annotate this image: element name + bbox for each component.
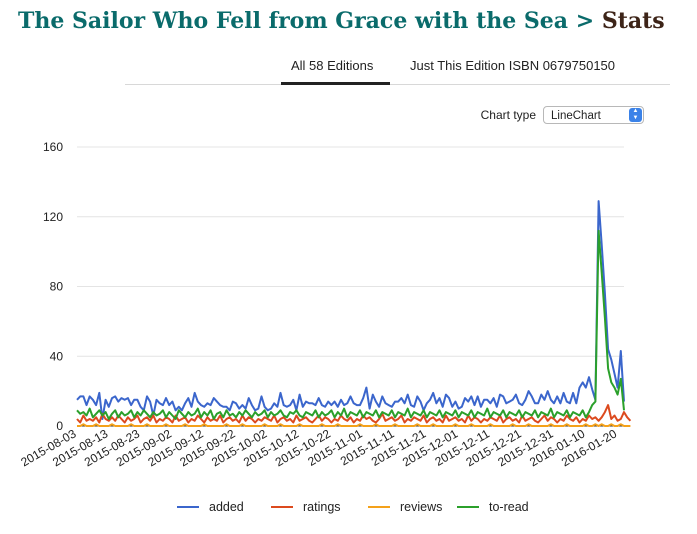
legend-label: to-read [489,500,529,514]
legend-label: added [209,500,244,514]
chart-type-select[interactable]: LineChart ▲ ▼ [543,106,644,124]
page-title: The Sailor Who Fell from Grace with the … [18,8,665,34]
y-tick-label: 0 [56,419,63,433]
legend-item-added[interactable]: added [177,500,244,514]
chart-type-label: Chart type [480,108,536,122]
legend-item-reviews[interactable]: reviews [368,500,442,514]
series-line-to-read [76,229,625,420]
tabs-divider [125,84,670,85]
legend-swatch [457,506,479,508]
select-arrows-icon: ▲ ▼ [629,108,642,122]
chart-type-selected-value: LineChart [551,110,601,122]
breadcrumb-separator: > [575,8,595,34]
y-tick-label: 80 [50,280,64,294]
legend-label: ratings [303,500,341,514]
series-line-reviews [77,423,631,427]
legend-swatch [368,506,390,508]
edition-tabs: All 58 Editions Just This Edition ISBN 0… [0,53,697,85]
tab-all-editions[interactable]: All 58 Editions [291,58,374,73]
chart-legend: added ratings reviews to-read [0,500,697,520]
legend-item-ratings[interactable]: ratings [271,500,341,514]
legend-label: reviews [400,500,443,514]
legend-item-to-read[interactable]: to-read [457,500,529,514]
y-tick-label: 40 [50,349,64,363]
section-title: Stats [601,8,665,34]
y-tick-label: 120 [43,210,63,224]
book-title-link[interactable]: The Sailor Who Fell from Grace with the … [18,8,569,34]
chart-type-control: Chart type LineChart ▲ ▼ [481,106,644,124]
tab-this-edition[interactable]: Just This Edition ISBN 0679750150 [410,58,616,73]
legend-swatch [177,506,199,508]
series-line-ratings [76,404,632,424]
legend-swatch [271,506,293,508]
active-tab-indicator [281,82,390,85]
y-tick-label: 160 [43,140,63,154]
series-line-added [76,200,625,420]
